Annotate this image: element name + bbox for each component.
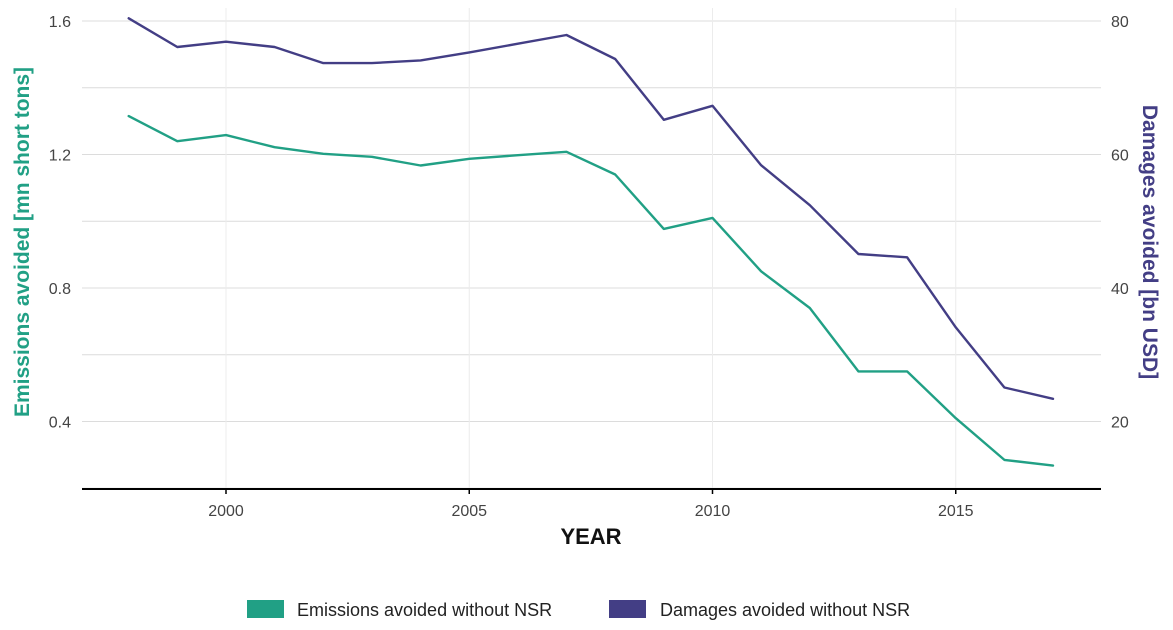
series-lines [127,17,1055,467]
x-tick-label: 2015 [938,503,974,520]
left-tick-label: 1.2 [49,148,71,165]
gridlines [82,8,1101,489]
left-axis-title: Emissions avoided [mn short tons] [11,67,34,417]
series-line-emissions [127,114,1055,467]
legend-label: Damages avoided without NSR [660,600,910,620]
x-tick-label: 2005 [451,503,487,520]
right-tick-label: 80 [1111,14,1129,31]
right-tick-label: 40 [1111,281,1129,298]
right-axis-ticks: 20 40 60 80 [1111,14,1129,432]
x-tick-label: 2010 [695,503,731,520]
legend-swatch [609,600,646,618]
legend-label: Emissions avoided without NSR [297,600,552,620]
left-tick-label: 1.6 [49,14,71,31]
legend-swatch [247,600,284,618]
left-tick-label: 0.8 [49,281,71,298]
legend: Emissions avoided without NSR Damages avo… [247,600,910,620]
left-tick-label: 0.4 [49,415,71,432]
x-axis-title: YEAR [560,524,621,549]
x-tick-label: 2000 [208,503,244,520]
left-axis-ticks: 0.4 0.8 1.2 1.6 [49,14,71,432]
right-axis-title: Damages avoided [bn USD] [1138,105,1161,379]
right-tick-label: 20 [1111,415,1129,432]
right-tick-label: 60 [1111,148,1129,165]
x-axis-ticks: 2000 2005 2010 2015 [208,489,974,520]
series-line-damages [127,17,1055,400]
